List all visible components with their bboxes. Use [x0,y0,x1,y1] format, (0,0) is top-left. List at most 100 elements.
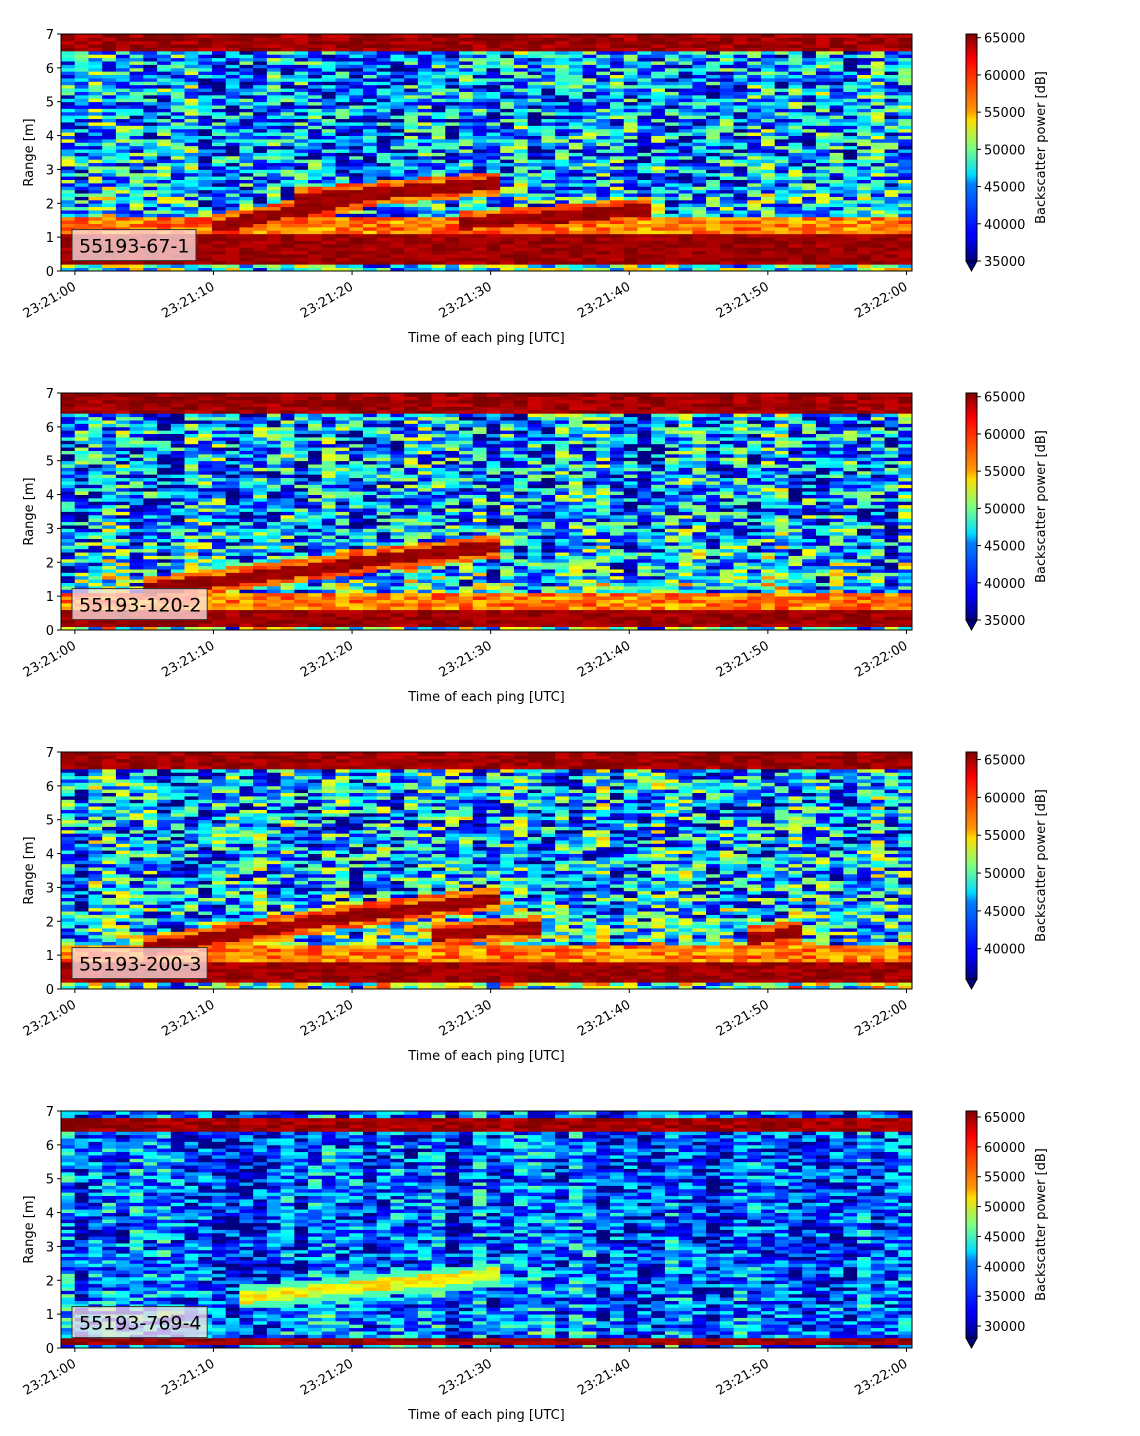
heatmap-cell [513,223,529,228]
heatmap-cell [225,118,240,123]
heatmap-cell [788,152,803,157]
heatmap-cell [610,67,625,72]
heatmap-cell [198,230,213,235]
heatmap-cell [335,108,350,113]
heatmap-cell [143,125,158,130]
heatmap-cell [404,152,419,157]
heatmap-cell [761,210,776,214]
heatmap-cell [582,135,597,140]
heatmap-cell [390,267,405,272]
heatmap-cell [198,149,213,153]
heatmap-cell [664,78,680,82]
heatmap-cell [555,40,570,45]
heatmap-cell [417,135,432,140]
heatmap-cell [280,213,295,218]
heatmap-cell [417,193,432,197]
heatmap-cell [184,111,199,116]
heatmap-cell [266,84,282,89]
heatmap-cell [815,108,831,113]
heatmap-cell [308,260,323,265]
heatmap-cell [253,142,268,147]
heatmap-cell [706,101,721,106]
heatmap-cell [74,420,89,424]
heatmap-cell [527,47,542,52]
heatmap-cell [637,162,652,167]
heatmap-cell [500,196,515,201]
heatmap-cell [568,128,583,133]
heatmap-cell [486,203,501,208]
heatmap-cell [884,250,899,255]
heatmap-cell [102,484,117,489]
heatmap-cell [225,216,240,221]
heatmap-cell [74,623,89,628]
heatmap-cell [774,152,789,157]
heatmap-cell [349,64,364,69]
heatmap-cell [404,250,419,255]
heatmap-cell [266,71,282,76]
heatmap-cell [362,220,378,224]
heatmap-cell [308,162,323,167]
heatmap-cell [404,206,419,211]
heatmap-cell [417,213,432,218]
heatmap-cell [157,125,172,130]
heatmap-cell [568,125,583,130]
heatmap-cell [472,186,487,191]
heatmap-cell [527,199,542,204]
heatmap-cell [610,152,625,157]
heatmap-cell [349,47,364,52]
heatmap-cell [115,98,131,103]
heatmap-cell [568,105,583,109]
heatmap-cell [678,47,693,52]
heatmap-cell [184,162,199,167]
heatmap-cell [884,260,899,265]
heatmap-cell [555,132,570,136]
heatmap-cell [266,223,282,228]
heatmap-cell [170,582,185,587]
heatmap-cell [225,145,240,150]
heatmap-cell [88,132,103,136]
heatmap-cell [582,176,597,180]
heatmap-cell [445,78,460,82]
heatmap-cell [115,504,131,509]
heatmap-cell [239,260,254,265]
heatmap-cell [74,98,89,103]
heatmap-cell [815,237,831,241]
x-tick-label: 23:22:00 [852,279,910,321]
heatmap-cell [596,152,611,157]
heatmap-cell [706,233,721,238]
heatmap-cell [308,176,323,180]
heatmap-cell [376,91,391,96]
heatmap-cell [102,494,117,499]
heatmap-cell [678,179,693,184]
heatmap-cell [170,623,185,628]
heatmap-cell [719,37,734,42]
heatmap-cell [61,47,76,52]
heatmap-cell [239,169,254,174]
heatmap-cell [555,267,570,272]
heatmap-cell [857,78,872,82]
heatmap-cell [362,203,378,208]
heatmap-cell [459,84,474,89]
heatmap-cell [61,541,76,546]
heatmap-cell [719,71,734,76]
heatmap-cell [170,47,185,52]
plot-frame [60,33,913,272]
heatmap-cell [88,226,103,231]
heatmap-cell [253,118,268,123]
heatmap-cell [527,57,542,62]
heatmap-cell [774,40,789,45]
heatmap-cell [843,233,858,238]
heatmap-cell [129,155,144,160]
heatmap-cell [445,152,460,157]
heatmap-cell [651,111,666,116]
heatmap-cell [349,57,364,62]
heatmap-cell [253,125,268,130]
heatmap-cell [184,189,199,194]
heatmap-cell [829,264,844,269]
heatmap-cell [500,233,515,238]
heatmap-cell [733,243,748,248]
heatmap-cell [431,142,446,147]
heatmap-cell [102,40,117,45]
heatmap-cell [486,128,501,133]
heatmap-cell [129,450,144,455]
